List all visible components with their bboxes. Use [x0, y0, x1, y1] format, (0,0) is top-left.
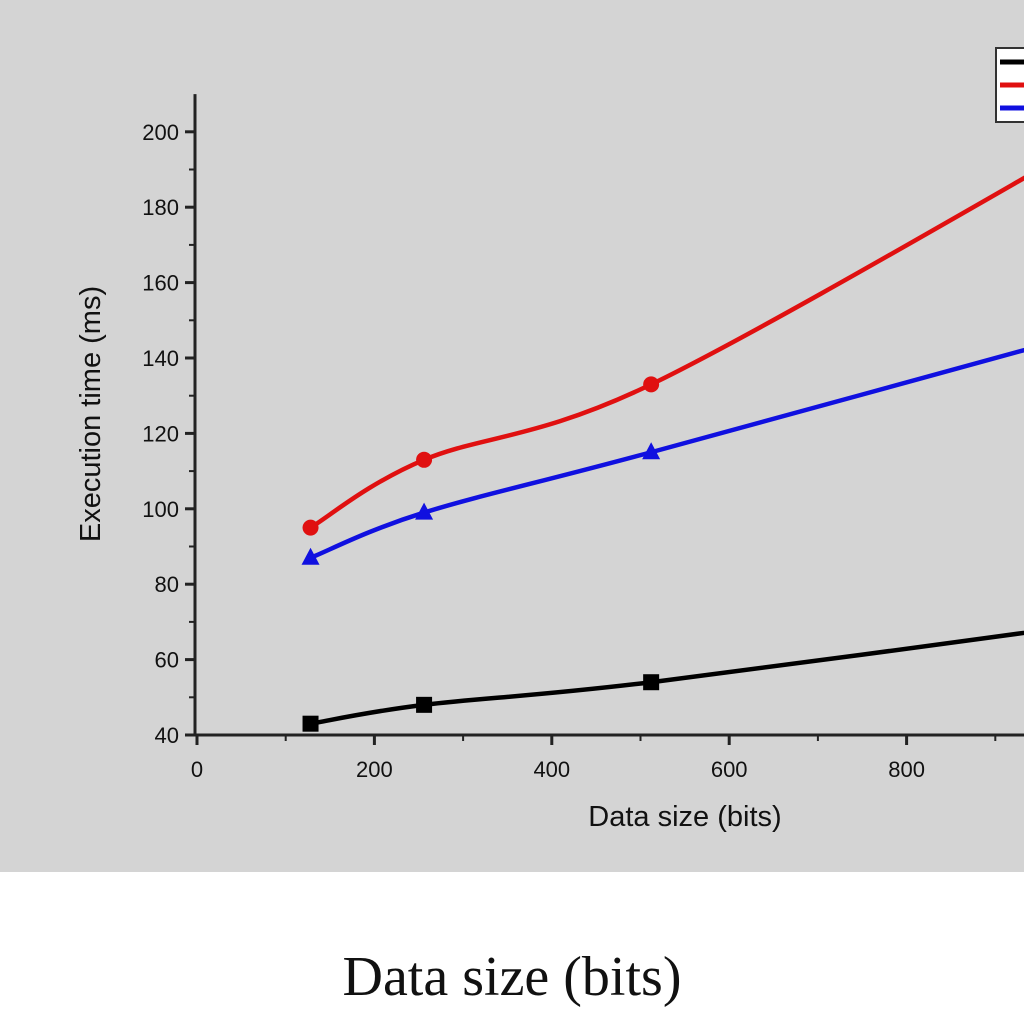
- legend: [995, 47, 1024, 123]
- y-tick-label: 120: [142, 421, 179, 446]
- data-point-marker: [643, 674, 660, 691]
- y-tick-label: 160: [142, 271, 179, 296]
- axes: 40 60 80 100 120 140 160 180 200 0 200 400 600 800: [142, 94, 1024, 782]
- x-tick-label: 600: [711, 757, 748, 782]
- x-tick-label: 200: [356, 757, 393, 782]
- data-point-marker: [415, 502, 434, 520]
- data-point-marker: [643, 376, 660, 393]
- line-chart: 40 60 80 100 120 140 160 180 200 0 200 400 600 800 Da…: [75, 47, 1024, 833]
- x-tick-label: 800: [888, 757, 925, 782]
- series-line-2: [309, 175, 1024, 530]
- series-line-3: [309, 347, 1024, 560]
- x-tick-label: 0: [191, 757, 203, 782]
- data-point-marker: [302, 715, 319, 732]
- data-point-marker: [302, 519, 319, 536]
- y-tick-label: 100: [142, 497, 179, 522]
- y-tick-label: 140: [142, 346, 179, 371]
- series-layer: [301, 175, 1024, 732]
- y-tick-label: 80: [155, 572, 179, 597]
- data-point-marker: [642, 442, 661, 460]
- data-point-marker: [416, 696, 433, 713]
- x-axis-label: Data size (bits): [588, 801, 781, 833]
- y-tick-label: 200: [142, 120, 179, 145]
- y-tick-label: 180: [142, 195, 179, 220]
- figure-caption: Data size (bits): [342, 946, 682, 1008]
- y-tick-label: 60: [155, 648, 179, 673]
- x-tick-label: 400: [533, 757, 570, 782]
- series-line-1: [310, 630, 1024, 726]
- data-point-marker: [416, 451, 433, 468]
- y-axis-label: Execution time (ms): [75, 286, 107, 542]
- y-tick-label: 40: [155, 723, 179, 748]
- data-point-marker: [301, 547, 320, 565]
